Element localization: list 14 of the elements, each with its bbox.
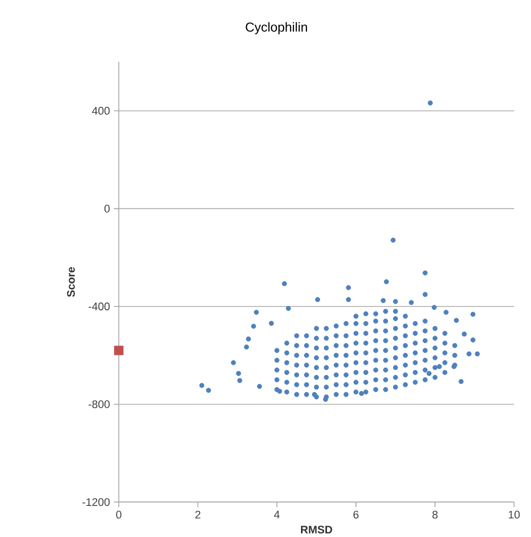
x-tick-label: 10 <box>508 510 520 519</box>
y-tick-label: -400 <box>88 302 110 310</box>
y-tick-label: -1200 <box>82 498 110 506</box>
x-tick-label: 6 <box>353 510 359 519</box>
y-tick-label: 0 <box>104 204 110 213</box>
x-axis-title: RMSD <box>300 526 332 534</box>
x-tick-label: 2 <box>195 510 200 518</box>
y-tick-label: -800 <box>88 400 110 408</box>
x-tick-label: 8 <box>432 510 438 519</box>
x-tick-label: 0 <box>116 510 122 519</box>
y-tick-label: 400 <box>92 106 110 115</box>
y-axis-title: Score <box>67 267 75 297</box>
x-tick-label: 4 <box>274 510 280 518</box>
chart-title: Cyclophilin <box>246 22 307 34</box>
